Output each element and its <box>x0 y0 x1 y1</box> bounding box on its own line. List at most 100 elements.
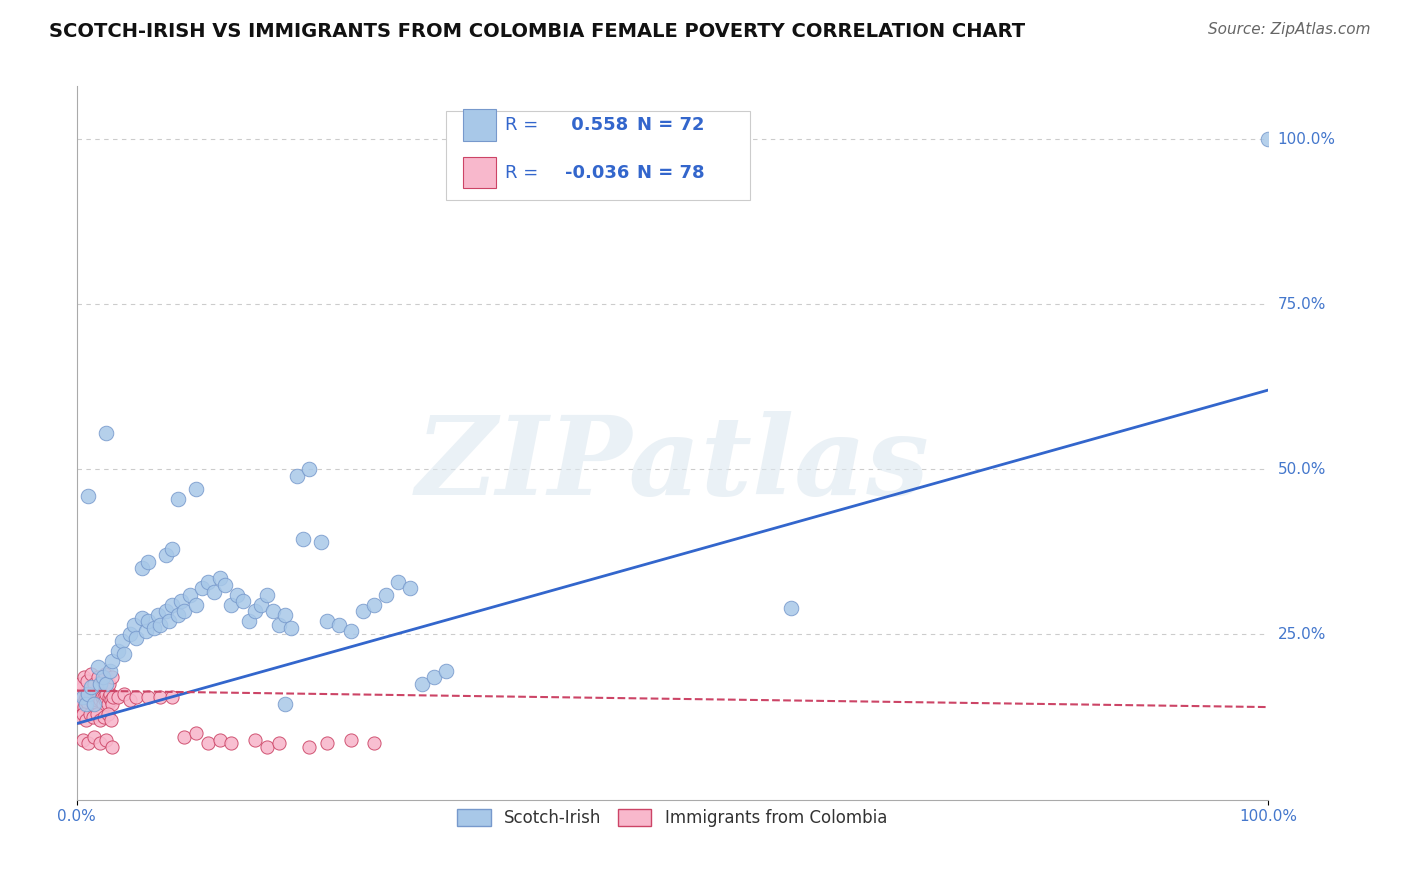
Point <box>315 614 337 628</box>
Point <box>120 627 142 641</box>
Point <box>125 631 148 645</box>
Point <box>84 687 107 701</box>
Point <box>155 604 177 618</box>
Text: 100.0%: 100.0% <box>1278 132 1336 146</box>
Point <box>339 624 361 639</box>
Point <box>80 667 103 681</box>
Point <box>89 687 111 701</box>
Point <box>83 697 105 711</box>
Legend: Scotch-Irish, Immigrants from Colombia: Scotch-Irish, Immigrants from Colombia <box>451 803 894 834</box>
Point <box>399 581 422 595</box>
Point <box>89 693 111 707</box>
Point <box>90 690 112 705</box>
Point <box>96 677 118 691</box>
Point <box>160 598 183 612</box>
Point <box>159 614 181 628</box>
Point <box>93 710 115 724</box>
Point <box>107 644 129 658</box>
Point <box>387 574 409 589</box>
Point <box>160 541 183 556</box>
Point <box>77 489 100 503</box>
Point <box>250 598 273 612</box>
Point <box>298 462 321 476</box>
Point <box>173 730 195 744</box>
Point <box>208 733 231 747</box>
Point <box>75 713 97 727</box>
Text: 75.0%: 75.0% <box>1278 297 1326 312</box>
Point <box>190 581 212 595</box>
Point <box>82 697 104 711</box>
Point <box>112 647 135 661</box>
Point <box>87 660 110 674</box>
Point <box>101 670 124 684</box>
Point <box>131 561 153 575</box>
Point <box>411 677 433 691</box>
Point <box>90 673 112 688</box>
Point <box>339 733 361 747</box>
Text: -0.036: -0.036 <box>565 163 630 182</box>
Point <box>93 690 115 705</box>
Point <box>80 687 103 701</box>
Point <box>173 604 195 618</box>
Point <box>96 697 118 711</box>
Point <box>97 677 120 691</box>
Text: Source: ZipAtlas.com: Source: ZipAtlas.com <box>1208 22 1371 37</box>
Point <box>120 693 142 707</box>
Point <box>352 604 374 618</box>
Point <box>87 670 110 684</box>
Point <box>72 733 94 747</box>
Point <box>73 700 96 714</box>
Point <box>96 425 118 440</box>
Point <box>98 687 121 701</box>
Point <box>75 697 97 711</box>
Point <box>83 730 105 744</box>
Point <box>83 677 105 691</box>
Point <box>72 690 94 705</box>
Point <box>87 690 110 705</box>
Point <box>97 690 120 705</box>
Point <box>89 736 111 750</box>
Point <box>184 482 207 496</box>
Point <box>122 617 145 632</box>
Text: N = 78: N = 78 <box>637 163 704 182</box>
Point <box>67 710 90 724</box>
Point <box>112 687 135 701</box>
Point <box>80 693 103 707</box>
Point <box>280 621 302 635</box>
Point <box>96 706 118 721</box>
Point <box>75 690 97 705</box>
Point <box>149 617 172 632</box>
Point <box>780 601 803 615</box>
Point <box>221 598 243 612</box>
Point <box>328 617 350 632</box>
Point <box>91 670 114 684</box>
Point <box>226 588 249 602</box>
Point <box>269 736 291 750</box>
Point <box>98 664 121 678</box>
Point <box>184 726 207 740</box>
Point <box>375 588 398 602</box>
Point <box>79 706 101 721</box>
Point <box>285 469 308 483</box>
Point <box>76 683 98 698</box>
Point <box>197 574 219 589</box>
Point <box>135 624 157 639</box>
Point <box>96 733 118 747</box>
Point <box>136 690 159 705</box>
Point <box>291 532 314 546</box>
Text: SCOTCH-IRISH VS IMMIGRANTS FROM COLOMBIA FEMALE POVERTY CORRELATION CHART: SCOTCH-IRISH VS IMMIGRANTS FROM COLOMBIA… <box>49 22 1025 41</box>
Point <box>269 617 291 632</box>
Text: 0.558: 0.558 <box>565 116 628 134</box>
Point <box>86 706 108 721</box>
Point <box>363 736 385 750</box>
Point <box>69 697 91 711</box>
Point <box>72 706 94 721</box>
Point <box>166 607 188 622</box>
Point <box>143 621 166 635</box>
FancyBboxPatch shape <box>463 109 496 141</box>
Point <box>434 664 457 678</box>
Point <box>149 690 172 705</box>
Point <box>155 548 177 562</box>
Point <box>232 594 254 608</box>
Point <box>80 680 103 694</box>
